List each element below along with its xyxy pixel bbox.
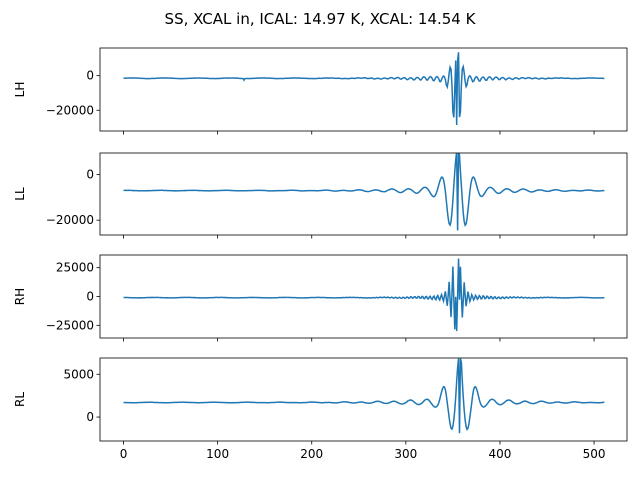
figure-title: SS, XCAL in, ICAL: 14.97 K, XCAL: 14.54 … <box>165 10 477 28</box>
y-axis-label: LL <box>13 187 27 201</box>
x-tick-label: 400 <box>489 447 512 461</box>
y-tick-label: −25000 <box>46 318 94 332</box>
y-axis-label: RH <box>13 288 27 305</box>
series-line-ll <box>123 153 605 231</box>
y-tick-label: 0 <box>86 410 94 424</box>
axes-frame <box>99 357 628 442</box>
y-tick-label: 0 <box>86 168 94 182</box>
y-tick-label: −20000 <box>46 213 94 227</box>
y-tick-label: 5000 <box>63 367 94 381</box>
x-tick-label: 200 <box>300 447 323 461</box>
subplots: 0 −20000 LH 0 −20000 LL 25000 0 −25000 RH 5000 0 0 10… <box>13 47 628 461</box>
x-tick-label: 300 <box>394 447 417 461</box>
x-tick-label: 0 <box>120 447 128 461</box>
subplot-ll: 0 −20000 LL <box>13 152 628 239</box>
y-tick-label: 0 <box>86 290 94 304</box>
series-line-rh <box>123 258 605 332</box>
axes-frame <box>99 47 628 132</box>
subplot-rh: 25000 0 −25000 RH <box>13 254 628 342</box>
axes-frame <box>99 152 628 236</box>
subplot-rl: 5000 0 0 100 200 300 400 500 RL <box>13 357 628 461</box>
y-tick-label: 25000 <box>56 261 94 275</box>
y-axis-label: RL <box>13 392 27 407</box>
y-tick-label: 0 <box>86 69 94 83</box>
x-tick-label: 500 <box>583 447 606 461</box>
x-tick-label: 100 <box>206 447 229 461</box>
y-tick-label: −20000 <box>46 103 94 117</box>
series-line-lh <box>123 52 605 125</box>
y-axis-label: LH <box>13 82 27 98</box>
subplot-lh: 0 −20000 LH <box>13 47 628 135</box>
series-line-rl <box>123 358 605 434</box>
